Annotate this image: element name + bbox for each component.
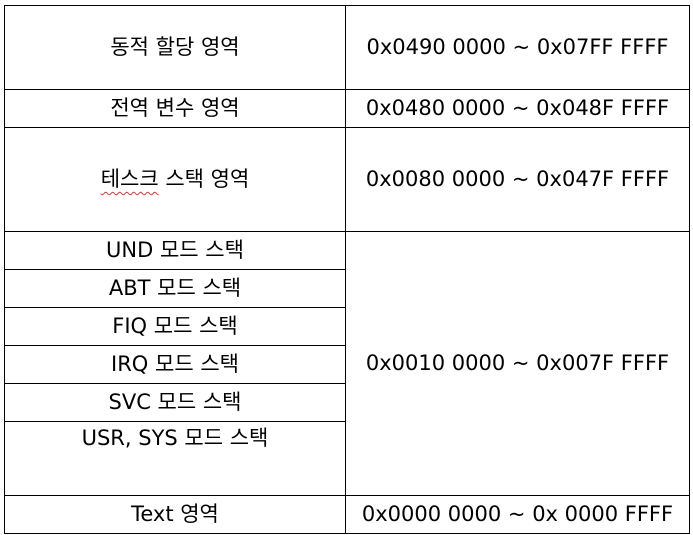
region-task-stack-label: 스택 영역 [158, 167, 250, 191]
spellcheck-flagged-word: 테스크 [100, 167, 159, 191]
table-row: FIQ 모드 스택 [4, 307, 690, 346]
range-global-vars: 0x0480 0000 ~ 0x048F FFFF [345, 89, 690, 128]
table-row: Text 영역 0x0000 0000 ~ 0x 0000 FFFF [4, 495, 690, 534]
region-task-stack: 테스크 스택 영역 [4, 127, 346, 232]
table-row: SVC 모드 스택 [4, 383, 690, 422]
range-task-stack: 0x0080 0000 ~ 0x047F FFFF [345, 127, 690, 232]
region-dynamic-alloc: 동적 할당 영역 [4, 5, 346, 90]
table-row: UND 모드 스택 0x0010 0000 ~ 0x007F FFFF [4, 231, 690, 496]
region-abt-stack: ABT 모드 스택 [4, 269, 346, 308]
region-global-vars: 전역 변수 영역 [4, 89, 346, 128]
table-row: USR, SYS 모드 스택 [4, 421, 690, 496]
region-usr-sys-stack: USR, SYS 모드 스택 [4, 421, 346, 496]
memory-map-table: 동적 할당 영역 0x0490 0000 ~ 0x07FF FFFF 전역 변수… [4, 5, 690, 534]
region-und-stack: UND 모드 스택 [4, 231, 346, 270]
range-mode-stacks: 0x0010 0000 ~ 0x007F FFFF [345, 231, 690, 496]
table-row: 전역 변수 영역 0x0480 0000 ~ 0x048F FFFF [4, 89, 690, 128]
table-row: 동적 할당 영역 0x0490 0000 ~ 0x07FF FFFF [4, 5, 690, 90]
range-text: 0x0000 0000 ~ 0x 0000 FFFF [345, 495, 690, 534]
table-row: ABT 모드 스택 [4, 269, 690, 308]
table-row: 테스크 스택 영역 0x0080 0000 ~ 0x047F FFFF [4, 127, 690, 232]
region-irq-stack: IRQ 모드 스택 [4, 345, 346, 384]
region-text: Text 영역 [4, 495, 346, 534]
range-dynamic-alloc: 0x0490 0000 ~ 0x07FF FFFF [345, 5, 690, 90]
region-fiq-stack: FIQ 모드 스택 [4, 307, 346, 346]
region-svc-stack: SVC 모드 스택 [4, 383, 346, 422]
